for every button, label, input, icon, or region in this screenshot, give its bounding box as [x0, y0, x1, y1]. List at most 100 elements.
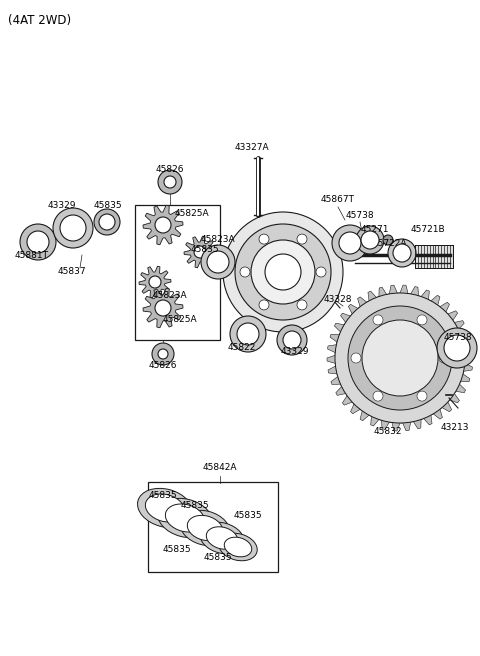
Text: 45835: 45835 — [191, 245, 219, 255]
Ellipse shape — [180, 510, 230, 546]
Text: 45881T: 45881T — [15, 251, 49, 260]
Ellipse shape — [145, 494, 185, 522]
Circle shape — [237, 323, 259, 345]
Ellipse shape — [206, 527, 238, 549]
Bar — [415, 245, 453, 268]
Circle shape — [375, 333, 425, 383]
Ellipse shape — [219, 533, 257, 561]
Circle shape — [444, 335, 470, 361]
Text: 45826: 45826 — [156, 165, 184, 174]
Text: 43329: 43329 — [281, 348, 309, 356]
Text: 45826: 45826 — [149, 361, 177, 369]
Circle shape — [297, 300, 307, 310]
Circle shape — [265, 254, 301, 290]
Text: (4AT 2WD): (4AT 2WD) — [8, 14, 71, 27]
Circle shape — [271, 260, 295, 284]
Text: 45835: 45835 — [149, 491, 177, 501]
Circle shape — [60, 215, 86, 241]
Text: 45823A: 45823A — [153, 291, 187, 300]
Circle shape — [417, 315, 427, 325]
Circle shape — [223, 212, 343, 332]
Circle shape — [393, 244, 411, 262]
Circle shape — [155, 217, 171, 233]
Text: 43329: 43329 — [48, 201, 76, 209]
Circle shape — [283, 331, 301, 349]
Circle shape — [20, 224, 56, 260]
Circle shape — [94, 209, 120, 235]
Polygon shape — [327, 285, 473, 431]
Circle shape — [194, 246, 206, 258]
Circle shape — [27, 231, 49, 253]
Circle shape — [235, 224, 331, 320]
Ellipse shape — [224, 537, 252, 557]
Circle shape — [335, 293, 465, 423]
Circle shape — [332, 225, 368, 261]
Text: 45835: 45835 — [94, 201, 122, 209]
Text: 43213: 43213 — [441, 424, 469, 432]
Circle shape — [339, 232, 361, 254]
Text: 45722A: 45722A — [373, 239, 407, 247]
Text: 45825A: 45825A — [163, 316, 197, 325]
Polygon shape — [139, 266, 171, 298]
Circle shape — [201, 245, 235, 279]
Text: 45271: 45271 — [361, 226, 389, 234]
Text: 43327A: 43327A — [235, 144, 269, 152]
Ellipse shape — [166, 504, 204, 532]
Circle shape — [316, 267, 326, 277]
Circle shape — [207, 251, 229, 273]
Circle shape — [373, 315, 383, 325]
Circle shape — [362, 320, 438, 396]
Circle shape — [164, 176, 176, 188]
Text: 45842A: 45842A — [203, 464, 237, 472]
Text: 45835: 45835 — [180, 501, 209, 510]
Text: 45738: 45738 — [444, 333, 472, 342]
Circle shape — [383, 235, 393, 245]
Circle shape — [99, 214, 115, 230]
Circle shape — [259, 300, 269, 310]
Circle shape — [351, 353, 361, 363]
Text: 45832: 45832 — [374, 428, 402, 436]
Circle shape — [230, 316, 266, 352]
Ellipse shape — [157, 499, 213, 538]
Text: 45835: 45835 — [204, 554, 232, 562]
Text: 45825A: 45825A — [175, 209, 209, 218]
Circle shape — [385, 343, 415, 373]
Text: 45837: 45837 — [58, 268, 86, 276]
Circle shape — [388, 239, 416, 267]
Circle shape — [149, 276, 161, 288]
Ellipse shape — [200, 522, 244, 554]
Circle shape — [277, 325, 307, 355]
Circle shape — [437, 328, 477, 368]
Ellipse shape — [187, 516, 223, 541]
Bar — [135, 205, 220, 340]
Circle shape — [259, 234, 269, 244]
Ellipse shape — [137, 488, 192, 527]
Text: 45835: 45835 — [163, 546, 192, 554]
Circle shape — [348, 306, 452, 410]
Circle shape — [251, 240, 315, 304]
Text: 45835: 45835 — [234, 512, 262, 520]
Circle shape — [158, 170, 182, 194]
Text: 43328: 43328 — [324, 295, 352, 304]
Text: 45721B: 45721B — [411, 226, 445, 234]
Circle shape — [152, 343, 174, 365]
Text: 45738: 45738 — [346, 211, 374, 220]
Polygon shape — [143, 288, 183, 328]
Polygon shape — [184, 236, 216, 268]
Circle shape — [356, 226, 384, 254]
Text: 45823A: 45823A — [201, 236, 235, 245]
Circle shape — [439, 353, 449, 363]
Text: 45822: 45822 — [228, 344, 256, 352]
Text: 45867T: 45867T — [321, 195, 355, 205]
Polygon shape — [143, 205, 183, 245]
Circle shape — [417, 391, 427, 401]
Circle shape — [158, 349, 168, 359]
Circle shape — [240, 267, 250, 277]
Circle shape — [155, 300, 171, 316]
Circle shape — [53, 208, 93, 248]
Circle shape — [297, 234, 307, 244]
Circle shape — [255, 244, 311, 300]
Circle shape — [373, 391, 383, 401]
Circle shape — [361, 231, 379, 249]
Bar — [148, 482, 278, 572]
